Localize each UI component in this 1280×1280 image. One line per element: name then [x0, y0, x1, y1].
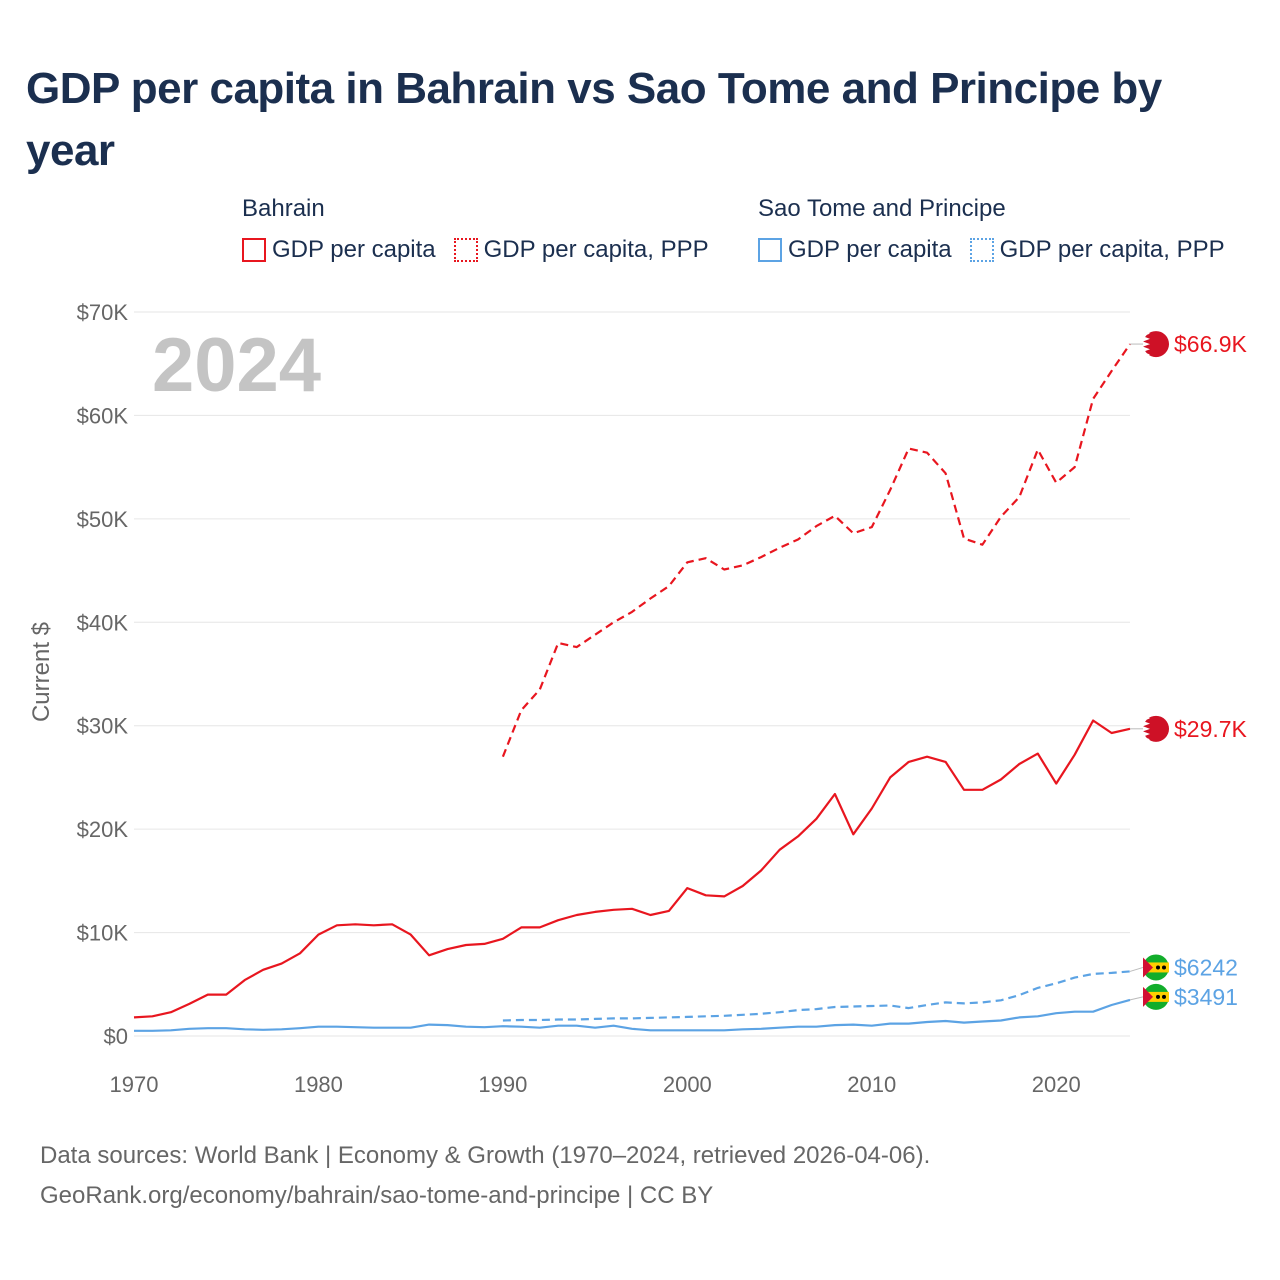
legend-item-bahrain-ppp[interactable]: GDP per capita, PPP — [453, 236, 709, 264]
bahrain-flag-icon — [1143, 715, 1169, 742]
legend-item-stp-gdp[interactable]: GDP per capita — [758, 236, 952, 264]
series-line — [501, 343, 1131, 758]
series-end-label: $29.7K — [1174, 716, 1248, 742]
current-year-label: 2024 — [152, 323, 322, 408]
legend-item-stp-ppp[interactable]: GDP per capita, PPP — [969, 236, 1225, 264]
legend-swatch-dotted-red — [453, 238, 478, 262]
legend-group-name: Bahrain — [242, 195, 325, 222]
y-tick-label: $60K — [77, 403, 129, 428]
legend-item-bahrain-gdp[interactable]: GDP per capita — [242, 236, 436, 264]
series-end-label: $3491 — [1174, 984, 1238, 1010]
label-leader-line — [1129, 966, 1144, 972]
legend-label: GDP per capita — [272, 236, 436, 263]
chart-title: GDP per capita in Bahrain vs Sao Tome an… — [26, 64, 1162, 175]
footer: Data sources: World Bank | Economy & Gro… — [40, 1136, 930, 1216]
y-tick-label: $0 — [104, 1024, 128, 1049]
sao-tome-flag-star-icon — [1156, 994, 1160, 999]
bahrain-flag-stripe-icon — [1143, 331, 1150, 360]
legend-label: GDP per capita, PPP — [483, 236, 709, 263]
legend-group-name: Sao Tome and Principe — [758, 195, 1006, 222]
sao-tome-flag-triangle-icon — [1143, 957, 1153, 978]
series-line — [134, 998, 1131, 1032]
y-tick-label: $40K — [77, 610, 129, 635]
legend-label: GDP per capita, PPP — [999, 236, 1225, 263]
sao-tome-flag-triangle-icon — [1143, 986, 1153, 1007]
legend-swatch-dotted-blue — [969, 238, 994, 262]
bahrain-flag-stripe-icon — [1143, 715, 1150, 745]
legend-swatch-solid-red — [242, 238, 266, 262]
series-end-label: $6242 — [1174, 954, 1238, 980]
bahrain-flag-icon — [1143, 331, 1169, 358]
series-line — [502, 970, 1131, 1022]
sao-tome-flag-star-icon — [1162, 965, 1166, 970]
sao-tome-flag-star-icon — [1156, 965, 1160, 970]
legend-swatch-solid-blue — [758, 238, 782, 262]
x-tick-label: 2020 — [1032, 1072, 1081, 1097]
y-tick-label: $50K — [77, 507, 129, 532]
legend-label: GDP per capita — [788, 236, 952, 263]
x-tick-label: 1980 — [294, 1072, 343, 1097]
series-line — [133, 719, 1131, 1019]
sao-tome-flag-star-icon — [1162, 994, 1166, 999]
legend-group-bahrain: Bahrain GDP per capita GDP per capita, P… — [242, 192, 727, 264]
x-tick-label: 2010 — [847, 1072, 896, 1097]
x-tick-label: 1970 — [110, 1072, 159, 1097]
x-tick-label: 2000 — [663, 1072, 712, 1097]
y-tick-label: $20K — [77, 817, 129, 842]
y-tick-label: $70K — [77, 300, 129, 325]
footer-link[interactable]: GeoRank.org/economy/bahrain/sao-tome-and… — [40, 1182, 714, 1209]
x-tick-label: 1990 — [478, 1072, 527, 1097]
label-leader-line — [1129, 996, 1144, 1001]
series-end-label: $66.9K — [1174, 331, 1248, 357]
y-tick-label: $30K — [77, 714, 129, 739]
legend-group-stp: Sao Tome and Principe GDP per capita GDP… — [758, 192, 1243, 264]
footer-sources: Data sources: World Bank | Economy & Gro… — [40, 1142, 931, 1169]
y-tick-label: $10K — [77, 921, 129, 946]
